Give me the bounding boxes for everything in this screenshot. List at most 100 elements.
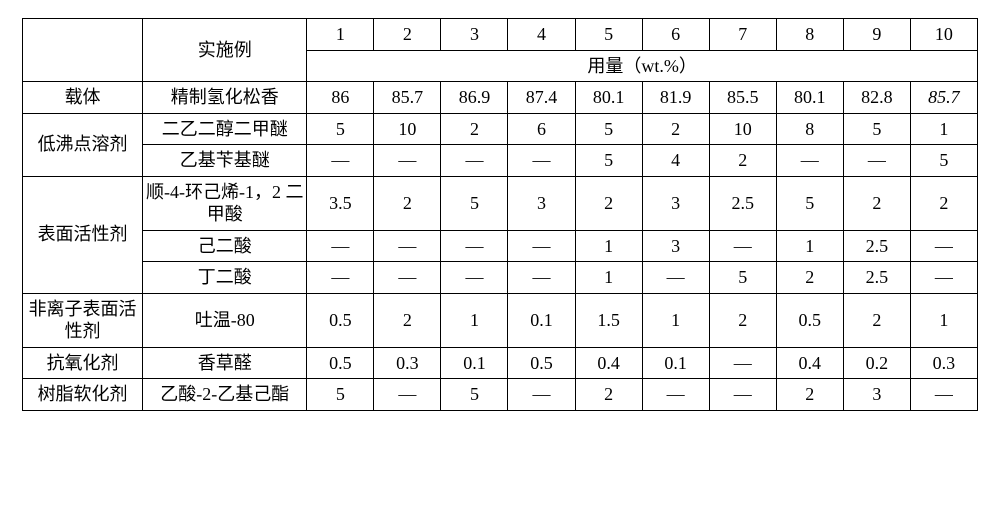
value-cell: 5 (307, 379, 374, 411)
value-cell: — (441, 230, 508, 262)
value-cell: 0.5 (307, 293, 374, 347)
value-cell: 2 (441, 113, 508, 145)
value-cell: 2 (642, 113, 709, 145)
table-row: 丁二酸————1—522.5— (23, 262, 978, 294)
value-cell: — (709, 347, 776, 379)
table-body: 载体精制氢化松香8685.786.987.480.181.985.580.182… (23, 82, 978, 411)
value-cell: 3 (642, 176, 709, 230)
value-cell: — (374, 262, 441, 294)
value-cell: 5 (441, 176, 508, 230)
value-cell: 10 (709, 113, 776, 145)
value-cell: — (642, 262, 709, 294)
category-cell: 低沸点溶剂 (23, 113, 143, 176)
value-cell: — (441, 262, 508, 294)
value-cell: — (374, 230, 441, 262)
category-cell: 树脂软化剂 (23, 379, 143, 411)
value-cell: — (910, 230, 977, 262)
value-cell: 85.5 (709, 82, 776, 114)
table-row: 己二酸————13—12.5— (23, 230, 978, 262)
value-cell: 5 (441, 379, 508, 411)
category-cell: 抗氧化剂 (23, 347, 143, 379)
category-cell: 非离子表面活性剂 (23, 293, 143, 347)
value-cell: 3 (642, 230, 709, 262)
value-cell: — (508, 262, 575, 294)
value-cell: — (709, 379, 776, 411)
value-cell: 2 (709, 293, 776, 347)
value-cell: — (910, 262, 977, 294)
value-cell: 1.5 (575, 293, 642, 347)
item-cell: 乙酸-2-乙基己酯 (143, 379, 307, 411)
value-cell: 2.5 (709, 176, 776, 230)
table-row: 载体精制氢化松香8685.786.987.480.181.985.580.182… (23, 82, 978, 114)
item-cell: 二乙二醇二甲醚 (143, 113, 307, 145)
value-cell: 0.5 (508, 347, 575, 379)
value-cell: — (508, 145, 575, 177)
header-col-2: 2 (374, 19, 441, 51)
composition-table: 实施例12345678910用量（wt.%） 载体精制氢化松香8685.786.… (22, 18, 978, 411)
value-cell: 5 (776, 176, 843, 230)
value-cell: — (307, 262, 374, 294)
value-cell: 5 (843, 113, 910, 145)
item-cell: 己二酸 (143, 230, 307, 262)
item-cell: 吐温-80 (143, 293, 307, 347)
value-cell: 81.9 (642, 82, 709, 114)
header-col-8: 8 (776, 19, 843, 51)
value-cell: 0.5 (307, 347, 374, 379)
table-row: 抗氧化剂香草醛0.50.30.10.50.40.1—0.40.20.3 (23, 347, 978, 379)
value-cell: 80.1 (776, 82, 843, 114)
item-cell: 丁二酸 (143, 262, 307, 294)
value-cell: 0.1 (508, 293, 575, 347)
value-cell: 5 (575, 145, 642, 177)
value-cell: 10 (374, 113, 441, 145)
value-cell: 2 (374, 293, 441, 347)
item-cell: 精制氢化松香 (143, 82, 307, 114)
value-cell: 0.5 (776, 293, 843, 347)
value-cell: — (508, 379, 575, 411)
value-cell: 1 (575, 230, 642, 262)
value-cell: 6 (508, 113, 575, 145)
value-cell: 0.3 (910, 347, 977, 379)
value-cell: 2 (709, 145, 776, 177)
value-cell: 0.1 (642, 347, 709, 379)
category-cell: 载体 (23, 82, 143, 114)
value-cell: 1 (910, 293, 977, 347)
value-cell: 2 (843, 176, 910, 230)
page-container: 实施例12345678910用量（wt.%） 载体精制氢化松香8685.786.… (0, 0, 1000, 515)
header-col-1: 1 (307, 19, 374, 51)
header-col-10: 10 (910, 19, 977, 51)
value-cell: — (374, 145, 441, 177)
value-cell: 2 (776, 379, 843, 411)
value-cell: — (441, 145, 508, 177)
item-cell: 乙基苄基醚 (143, 145, 307, 177)
header-example-label: 实施例 (143, 19, 307, 82)
value-cell: 85.7 (374, 82, 441, 114)
value-cell: 1 (776, 230, 843, 262)
value-cell: 87.4 (508, 82, 575, 114)
header-usage-label: 用量（wt.%） (307, 50, 978, 82)
header-col-9: 9 (843, 19, 910, 51)
value-cell: 0.1 (441, 347, 508, 379)
header-col-7: 7 (709, 19, 776, 51)
table-row: 非离子表面活性剂吐温-800.5210.11.5120.521 (23, 293, 978, 347)
header-col-6: 6 (642, 19, 709, 51)
header-col-5: 5 (575, 19, 642, 51)
value-cell: 2 (374, 176, 441, 230)
value-cell: 86 (307, 82, 374, 114)
value-cell: 0.2 (843, 347, 910, 379)
value-cell: 5 (307, 113, 374, 145)
item-cell: 顺-4-环己烯-1，2 二甲酸 (143, 176, 307, 230)
value-cell: 3 (508, 176, 575, 230)
header-blank (23, 19, 143, 82)
value-cell: 0.4 (575, 347, 642, 379)
value-cell: — (374, 379, 441, 411)
value-cell: 2 (776, 262, 843, 294)
table-row: 树脂软化剂乙酸-2-乙基己酯5—5—2——23— (23, 379, 978, 411)
header-col-4: 4 (508, 19, 575, 51)
value-cell: 2 (575, 379, 642, 411)
value-cell: 1 (575, 262, 642, 294)
value-cell: 2.5 (843, 262, 910, 294)
category-cell: 表面活性剂 (23, 176, 143, 293)
value-cell: 0.3 (374, 347, 441, 379)
value-cell: — (307, 145, 374, 177)
item-cell: 香草醛 (143, 347, 307, 379)
